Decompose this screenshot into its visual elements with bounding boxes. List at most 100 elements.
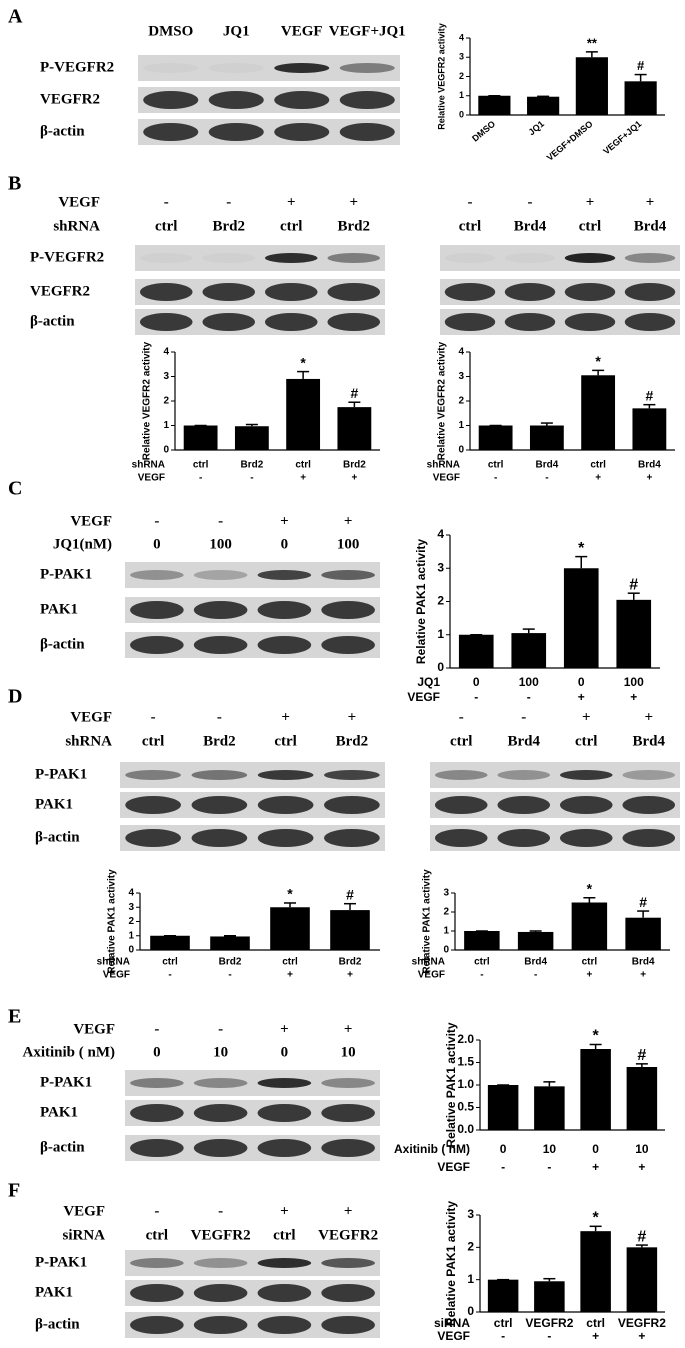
lane-label: Brd2	[336, 733, 369, 749]
lane-label: -	[218, 1203, 223, 1219]
lane-label: Brd4	[514, 218, 547, 234]
significance-label: *	[287, 886, 293, 902]
y-tick-label: 1	[443, 926, 449, 937]
lane-label: 100	[337, 536, 360, 552]
panel-letter: F	[8, 1180, 20, 1202]
significance-label: #	[639, 894, 647, 910]
band	[191, 796, 248, 814]
band	[497, 829, 550, 847]
x-tick-label: 0	[592, 1142, 599, 1156]
significance-label: #	[346, 886, 354, 902]
lane-label: -	[528, 194, 533, 210]
condition-label: VEGF	[70, 513, 112, 529]
condition-label: Axitinib ( nM)	[22, 1044, 115, 1060]
y-tick-label: 2	[163, 396, 169, 407]
blot-strip	[430, 762, 680, 788]
y-tick-label: 1.5	[457, 1055, 474, 1069]
band	[257, 1104, 312, 1122]
x-row-label: VEGF	[138, 473, 165, 484]
band	[435, 770, 488, 780]
y-tick-label: 0	[458, 445, 464, 456]
significance-label: **	[587, 35, 598, 50]
lane-label: ctrl	[146, 1227, 168, 1243]
band	[193, 636, 248, 654]
band	[193, 1284, 248, 1302]
bar	[580, 1049, 611, 1130]
band	[321, 1139, 375, 1157]
band	[257, 636, 312, 654]
band	[193, 570, 248, 580]
x-tick-label: 0	[473, 675, 480, 689]
significance-label: *	[578, 540, 585, 557]
band	[624, 283, 676, 301]
band	[257, 1284, 312, 1302]
band	[125, 796, 181, 814]
y-tick-label: 0	[467, 1304, 474, 1318]
y-tick-label: 1	[163, 420, 169, 431]
y-tick-label: 4	[458, 347, 464, 358]
x-row-label: VEGF	[437, 1329, 470, 1343]
x-tick-label: VEGF+DMSO	[545, 119, 595, 163]
x-tick-label: VEGFR2	[618, 1316, 666, 1330]
lane-label: Brd2	[203, 733, 236, 749]
lane-label: -	[218, 1021, 223, 1037]
x-row-label: VEGF	[418, 970, 445, 981]
lane-label: 100	[209, 536, 232, 552]
y-tick-label: 2.0	[457, 1032, 474, 1046]
x-tick-label: Brd2	[219, 957, 242, 968]
significance-label: *	[593, 1210, 600, 1227]
band	[257, 1258, 312, 1268]
x-tick-label: +	[351, 473, 357, 484]
western-blot: - - + + ctrl Brd4 ctrl Brd4	[440, 194, 680, 335]
band	[257, 770, 314, 780]
band	[140, 283, 193, 301]
y-tick-label: 4	[459, 32, 464, 42]
x-tick-label: 10	[543, 1142, 557, 1156]
protein-label: P-PAK1	[35, 766, 87, 782]
x-tick-label: +	[586, 970, 592, 981]
lane-label: 10	[213, 1044, 228, 1060]
bar	[529, 425, 564, 450]
band	[125, 829, 181, 847]
lane-label: ctrl	[450, 733, 472, 749]
band	[143, 63, 198, 73]
bar	[337, 407, 372, 450]
lane-label: -	[154, 513, 159, 529]
x-tick-label: Brd2	[343, 460, 366, 471]
band	[257, 601, 312, 619]
lane-label: -	[218, 513, 223, 529]
band	[324, 829, 380, 847]
band	[257, 1316, 312, 1334]
lane-label: VEGF+JQ1	[329, 23, 406, 39]
band	[193, 1258, 248, 1268]
y-tick-label: 2	[128, 916, 134, 927]
condition-label: JQ1(nM)	[53, 536, 112, 552]
x-tick-label: Brd4	[535, 460, 558, 471]
bar	[458, 634, 494, 668]
bar	[580, 1231, 611, 1312]
bar	[632, 408, 667, 450]
protein-label: β-actin	[35, 1316, 80, 1332]
band	[444, 283, 496, 301]
lane-label: VEGFR2	[191, 1227, 251, 1243]
lane-label: ctrl	[273, 1227, 295, 1243]
x-tick-label: ctrl	[474, 957, 490, 968]
band	[321, 636, 375, 654]
band	[193, 1316, 248, 1334]
x-tick-label: -	[527, 690, 531, 704]
western-blot: - - + + ctrl Brd4 ctrl Brd4	[430, 709, 680, 851]
x-tick-label: -	[501, 1329, 505, 1343]
x-row-label: shRNA	[97, 957, 130, 968]
lane-label: -	[226, 194, 231, 210]
lane-label: Brd4	[634, 218, 667, 234]
lane-label: VEGF	[281, 23, 323, 39]
y-tick-label: 4	[437, 527, 444, 541]
band	[564, 283, 616, 301]
panel-letter: B	[8, 173, 21, 195]
band	[257, 829, 314, 847]
western-blot: VEGF - - + + JQ1(nM) 0 100 0 100 P-PAK1 PAK1 β-actin	[40, 513, 380, 658]
panel-letter: C	[8, 478, 22, 500]
